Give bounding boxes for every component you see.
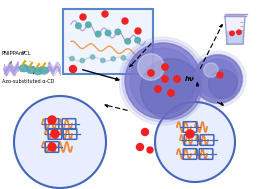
Circle shape	[80, 58, 84, 63]
Circle shape	[101, 58, 105, 63]
Circle shape	[135, 28, 141, 34]
Circle shape	[105, 30, 111, 36]
Circle shape	[14, 96, 106, 188]
Circle shape	[95, 31, 101, 37]
Circle shape	[122, 18, 128, 24]
Circle shape	[142, 129, 148, 136]
Circle shape	[141, 59, 201, 119]
Circle shape	[147, 147, 153, 153]
Circle shape	[193, 54, 243, 104]
Circle shape	[122, 40, 204, 122]
Circle shape	[194, 55, 242, 103]
Circle shape	[204, 63, 218, 77]
Circle shape	[111, 57, 115, 61]
Circle shape	[155, 102, 235, 182]
Text: PCL: PCL	[22, 51, 32, 61]
Circle shape	[186, 130, 194, 138]
Circle shape	[162, 76, 168, 82]
Circle shape	[162, 64, 168, 70]
Circle shape	[174, 76, 180, 82]
Circle shape	[119, 37, 207, 125]
Circle shape	[194, 55, 242, 103]
Circle shape	[125, 43, 201, 119]
Ellipse shape	[26, 66, 36, 73]
Circle shape	[138, 54, 164, 80]
Circle shape	[51, 130, 59, 138]
Circle shape	[132, 59, 136, 63]
Circle shape	[168, 90, 174, 96]
Circle shape	[115, 29, 121, 35]
Circle shape	[135, 37, 140, 43]
Circle shape	[125, 39, 131, 44]
Text: PNIPPAm: PNIPPAm	[2, 51, 25, 63]
Text: Azo-substituted α-CD: Azo-substituted α-CD	[2, 73, 54, 84]
Circle shape	[76, 23, 81, 29]
Circle shape	[190, 51, 246, 107]
Circle shape	[142, 55, 146, 60]
Ellipse shape	[19, 65, 29, 72]
Circle shape	[48, 143, 56, 151]
Circle shape	[198, 59, 238, 99]
Circle shape	[69, 66, 77, 73]
Circle shape	[125, 43, 201, 119]
Circle shape	[121, 56, 126, 60]
Circle shape	[209, 70, 237, 98]
Circle shape	[80, 14, 86, 20]
Circle shape	[102, 11, 108, 17]
Ellipse shape	[40, 67, 49, 74]
Polygon shape	[225, 16, 245, 44]
Circle shape	[155, 86, 161, 92]
Polygon shape	[227, 31, 243, 44]
Circle shape	[48, 116, 56, 124]
Circle shape	[85, 22, 91, 28]
Ellipse shape	[33, 68, 42, 75]
Circle shape	[230, 31, 234, 36]
Circle shape	[148, 70, 154, 76]
Bar	[63, 9, 153, 74]
Circle shape	[217, 72, 223, 78]
Circle shape	[130, 48, 196, 114]
Circle shape	[136, 143, 143, 150]
Circle shape	[90, 55, 95, 59]
Circle shape	[70, 56, 74, 61]
Circle shape	[237, 30, 241, 34]
Text: hν: hν	[185, 76, 195, 82]
